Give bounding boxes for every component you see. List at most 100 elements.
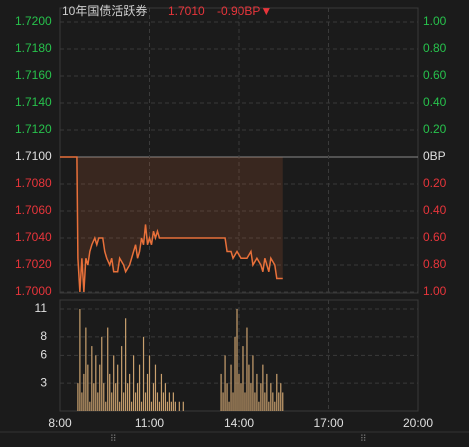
- volume-bar: [270, 383, 272, 411]
- volume-bar: [131, 401, 133, 411]
- y2-tick-label: 0.80: [423, 41, 447, 55]
- volume-bar: [117, 364, 119, 411]
- volume-bar: [162, 392, 165, 411]
- y2-tick-label: 0.80: [423, 257, 447, 271]
- volume-bar: [121, 346, 123, 411]
- volume-bar: [79, 309, 81, 411]
- volume-bar: [166, 401, 168, 411]
- volume-bar: [258, 401, 260, 411]
- volume-bar: [274, 401, 276, 411]
- y-tick-label: 3: [40, 375, 47, 389]
- y-tick-label: 1.7040: [15, 230, 52, 244]
- volume-bar: [168, 392, 170, 411]
- volume-bar: [136, 383, 139, 411]
- x-tick-label: 14:00: [224, 416, 254, 430]
- y-tick-label: 1.7000: [15, 284, 52, 298]
- volume-bar: [182, 401, 184, 411]
- y2-tick-label: 0.20: [423, 122, 447, 136]
- volume-bar: [170, 401, 172, 411]
- y2-tick-label: 0BP: [423, 149, 446, 163]
- volume-bar: [156, 392, 159, 411]
- y-tick-label: 1.7140: [15, 95, 52, 109]
- volume-bar: [89, 401, 91, 411]
- volume-bar: [123, 392, 125, 411]
- last-price: 1.7010: [168, 4, 205, 18]
- volume-bar: [158, 401, 161, 411]
- volume-bar: [250, 383, 252, 411]
- volume-bar: [127, 383, 129, 411]
- volume-bar: [254, 392, 256, 411]
- volume-bar: [129, 373, 131, 411]
- volume-bar: [236, 309, 238, 411]
- volume-bar: [252, 355, 254, 411]
- y-tick-label: 1.7080: [15, 176, 52, 190]
- y2-tick-label: 0.60: [423, 230, 447, 244]
- volume-bar: [278, 392, 280, 411]
- volume-bar: [272, 392, 274, 411]
- volume-bar: [230, 364, 232, 411]
- volume-bar: [77, 383, 79, 411]
- volume-bar: [150, 401, 153, 411]
- volume-bar: [111, 392, 113, 411]
- volume-bar: [244, 392, 246, 411]
- volume-bar: [115, 383, 117, 411]
- volume-bar: [103, 383, 105, 411]
- y-tick-label: 11: [35, 301, 48, 315]
- volume-bar: [109, 373, 111, 411]
- price-change: -0.90BP▼: [217, 4, 272, 18]
- y2-tick-label: 0.20: [423, 176, 447, 190]
- x-tick-label: 11:00: [135, 416, 164, 430]
- y-tick-label: 1.7100: [15, 149, 52, 163]
- volume-bar: [125, 318, 127, 411]
- volume-bar: [242, 346, 244, 411]
- volume-bar: [138, 364, 141, 411]
- volume-bar: [99, 364, 101, 411]
- volume-bar: [256, 373, 258, 411]
- y2-tick-label: 0.40: [423, 95, 447, 109]
- volume-bar: [140, 401, 143, 411]
- volume-bar: [132, 355, 135, 411]
- volume-bar: [148, 355, 151, 411]
- price-area: [60, 157, 283, 292]
- y-tick-label: 1.7160: [15, 68, 52, 82]
- scroll-handle[interactable]: ⠿: [360, 433, 367, 443]
- volume-bar: [224, 355, 226, 411]
- volume-bar: [226, 383, 228, 411]
- x-tick-label: 17:00: [313, 416, 343, 430]
- volume-bar: [276, 373, 278, 411]
- volume-bar: [172, 392, 174, 411]
- y2-tick-label: 1.00: [423, 284, 447, 298]
- volume-bar: [248, 364, 250, 411]
- volume-bar: [178, 401, 180, 411]
- volume-bar: [220, 373, 222, 411]
- volume-bar: [280, 383, 282, 411]
- y-tick-label: 1.7180: [15, 41, 52, 55]
- price-line: [60, 156, 283, 293]
- volume-bar: [160, 373, 163, 411]
- x-tick-label: 20:00: [403, 416, 433, 430]
- y-tick-label: 1.7120: [15, 122, 52, 136]
- volume-bar: [282, 392, 284, 411]
- volume-bar: [174, 401, 176, 411]
- chart-title: 10年国债活跃券: [62, 3, 147, 18]
- volume-bar: [105, 401, 107, 411]
- y-tick-label: 8: [40, 329, 47, 343]
- y2-tick-label: 0.60: [423, 68, 447, 82]
- volume-bar: [146, 373, 149, 411]
- scroll-handle[interactable]: ⠿: [110, 433, 117, 443]
- volume-bar: [240, 383, 242, 411]
- volume-bar: [262, 364, 264, 411]
- volume-bar: [144, 392, 147, 411]
- volume-bar: [228, 401, 230, 411]
- volume-bar: [234, 336, 236, 411]
- volume-bar: [81, 392, 83, 411]
- volume-bar: [142, 336, 145, 411]
- volume-bar: [238, 373, 240, 411]
- scrollbar: ⠿ ⠿: [0, 431, 469, 443]
- volume-bar: [246, 327, 248, 411]
- y-tick-label: 1.7060: [15, 203, 52, 217]
- volume-bar: [268, 401, 270, 411]
- y2-tick-label: 0.40: [423, 203, 447, 217]
- y-tick-label: 1.7200: [15, 14, 52, 28]
